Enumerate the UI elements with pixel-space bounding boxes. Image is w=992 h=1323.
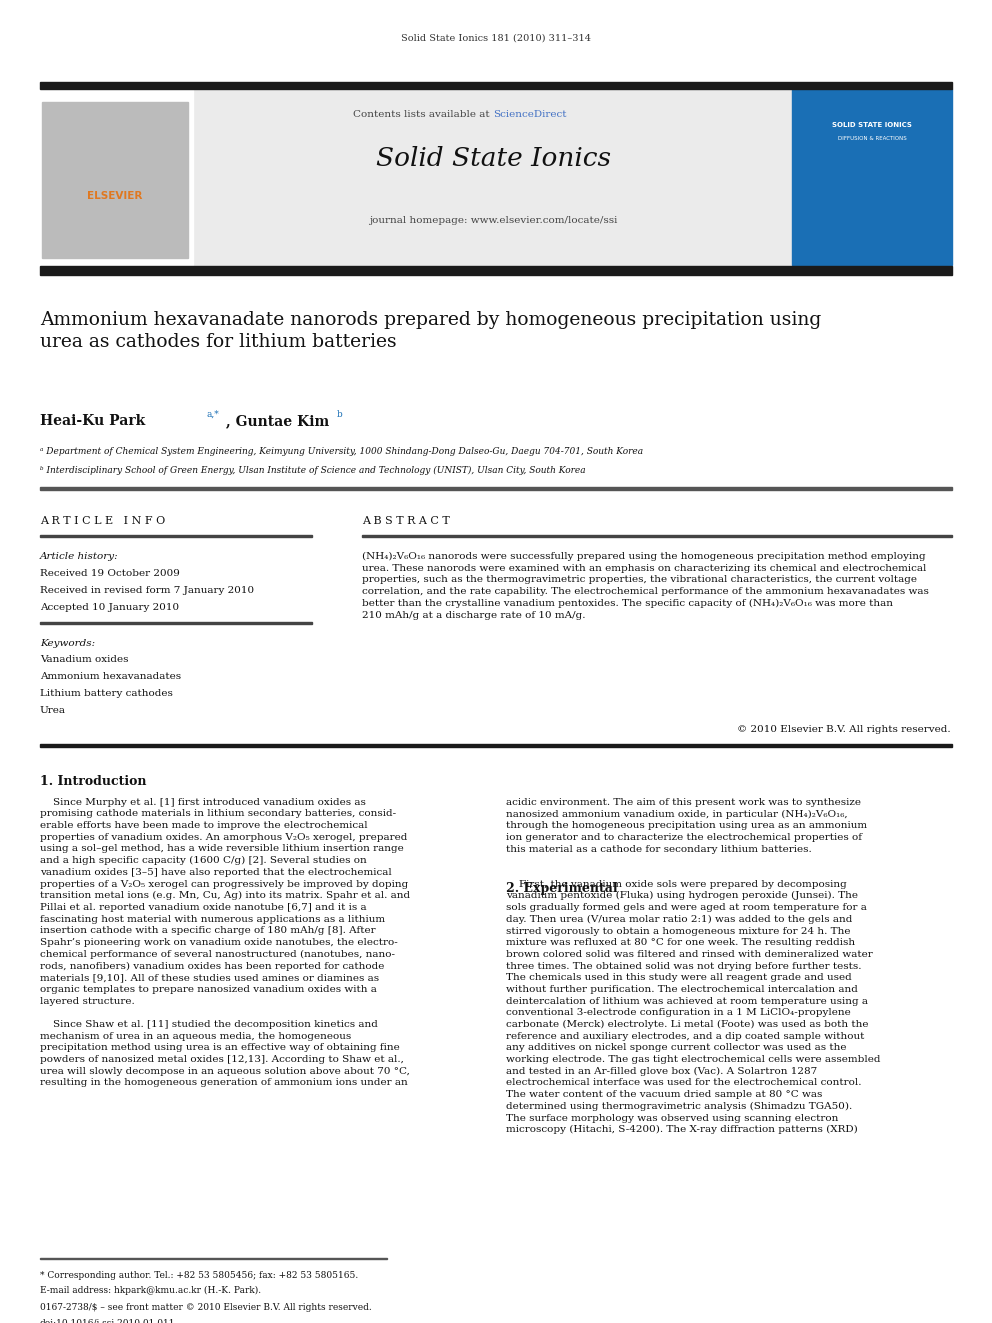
- Text: © 2010 Elsevier B.V. All rights reserved.: © 2010 Elsevier B.V. All rights reserved…: [737, 725, 950, 734]
- Text: doi:10.1016/j.ssi.2010.01.011: doi:10.1016/j.ssi.2010.01.011: [40, 1319, 176, 1323]
- Text: , Guntae Kim: , Guntae Kim: [226, 414, 329, 429]
- Bar: [40, 89, 193, 265]
- Text: Urea: Urea: [40, 706, 65, 716]
- Text: (NH₄)₂V₆O₁₆ nanorods were successfully prepared using the homogeneous precipitat: (NH₄)₂V₆O₁₆ nanorods were successfully p…: [362, 552, 929, 620]
- Text: Received in revised form 7 January 2010: Received in revised form 7 January 2010: [40, 586, 254, 595]
- Bar: [40, 744, 952, 747]
- Text: Vanadium oxides: Vanadium oxides: [40, 655, 128, 664]
- Bar: [40, 266, 952, 275]
- Text: Lithium battery cathodes: Lithium battery cathodes: [40, 689, 173, 699]
- Bar: [792, 89, 952, 265]
- Text: Ammonium hexavanadate nanorods prepared by homogeneous precipitation using
urea : Ammonium hexavanadate nanorods prepared …: [40, 311, 821, 351]
- Text: 0167-2738/$ – see front matter © 2010 Elsevier B.V. All rights reserved.: 0167-2738/$ – see front matter © 2010 El…: [40, 1303, 371, 1312]
- Text: Solid State Ionics: Solid State Ionics: [376, 146, 610, 171]
- Text: E-mail address: hkpark@kmu.ac.kr (H.-K. Park).: E-mail address: hkpark@kmu.ac.kr (H.-K. …: [40, 1286, 261, 1295]
- Bar: [362, 536, 952, 537]
- Text: acidic environment. The aim of this present work was to synthesize
nanosized amm: acidic environment. The aim of this pres…: [506, 798, 881, 1134]
- Text: 2. Experimental: 2. Experimental: [506, 882, 618, 896]
- Text: Article history:: Article history:: [40, 552, 118, 561]
- Text: Accepted 10 January 2010: Accepted 10 January 2010: [40, 603, 179, 613]
- Text: Ammonium hexavanadates: Ammonium hexavanadates: [40, 672, 181, 681]
- Text: ELSEVIER: ELSEVIER: [87, 191, 143, 201]
- Bar: [40, 487, 952, 490]
- Text: b: b: [337, 410, 343, 419]
- Bar: [42, 102, 188, 258]
- Text: a,*: a,*: [206, 410, 219, 419]
- Text: DIFFUSION & REACTIONS: DIFFUSION & REACTIONS: [837, 136, 907, 142]
- Text: A R T I C L E   I N F O: A R T I C L E I N F O: [40, 516, 165, 527]
- Text: Since Murphy et al. [1] first introduced vanadium oxides as
promising cathode ma: Since Murphy et al. [1] first introduced…: [40, 798, 410, 1088]
- Bar: [40, 536, 312, 537]
- Text: journal homepage: www.elsevier.com/locate/ssi: journal homepage: www.elsevier.com/locat…: [369, 216, 617, 225]
- Text: 1. Introduction: 1. Introduction: [40, 775, 146, 789]
- Text: Keywords:: Keywords:: [40, 639, 95, 648]
- Text: ScienceDirect: ScienceDirect: [493, 110, 566, 119]
- Bar: [193, 89, 792, 265]
- Text: Received 19 October 2009: Received 19 October 2009: [40, 569, 180, 578]
- Text: * Corresponding author. Tel.: +82 53 5805456; fax: +82 53 5805165.: * Corresponding author. Tel.: +82 53 580…: [40, 1271, 358, 1281]
- Text: SOLID STATE IONICS: SOLID STATE IONICS: [832, 122, 912, 128]
- Text: ᵃ Department of Chemical System Engineering, Keimyung University, 1000 Shindang-: ᵃ Department of Chemical System Engineer…: [40, 447, 643, 456]
- Bar: [40, 623, 312, 624]
- Text: ᵇ Interdisciplinary School of Green Energy, Ulsan Institute of Science and Techn: ᵇ Interdisciplinary School of Green Ener…: [40, 466, 585, 475]
- Text: Heai-Ku Park: Heai-Ku Park: [40, 414, 145, 429]
- Text: Solid State Ionics 181 (2010) 311–314: Solid State Ionics 181 (2010) 311–314: [401, 33, 591, 42]
- Bar: [40, 82, 952, 89]
- Bar: [40, 1258, 387, 1259]
- Text: A B S T R A C T: A B S T R A C T: [362, 516, 449, 527]
- Text: Contents lists available at: Contents lists available at: [353, 110, 493, 119]
